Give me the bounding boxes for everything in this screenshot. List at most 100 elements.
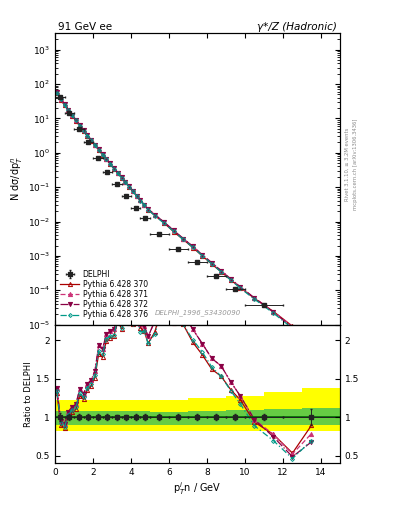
Pythia 6.428 376: [93, 142, 97, 148]
Pythia 6.428 376: [81, 127, 86, 134]
Pythia 6.428 372: [85, 132, 90, 138]
Pythia 6.428 372: [70, 112, 75, 118]
Pythia 6.428 372: [73, 117, 78, 123]
Pythia 6.428 376: [104, 156, 108, 162]
Pythia 6.428 370: [152, 212, 157, 219]
Pythia 6.428 372: [130, 188, 135, 194]
Pythia 6.428 376: [77, 122, 82, 129]
Pythia 6.428 372: [119, 174, 124, 180]
Pythia 6.428 376: [181, 237, 185, 243]
Pythia 6.428 371: [112, 165, 116, 171]
Pythia 6.428 372: [252, 295, 257, 301]
Pythia 6.428 370: [100, 152, 105, 158]
Pythia 6.428 371: [271, 309, 276, 315]
Pythia 6.428 370: [62, 102, 67, 109]
Pythia 6.428 370: [85, 133, 90, 139]
Pythia 6.428 372: [171, 227, 176, 233]
Pythia 6.428 371: [181, 236, 185, 242]
Pythia 6.428 371: [85, 132, 90, 138]
Pythia 6.428 372: [89, 137, 94, 143]
Pythia 6.428 376: [238, 285, 242, 291]
Line: Pythia 6.428 372: Pythia 6.428 372: [55, 90, 314, 352]
Pythia 6.428 376: [119, 175, 124, 181]
Pythia 6.428 370: [66, 108, 71, 114]
Pythia 6.428 371: [142, 202, 147, 208]
Pythia 6.428 376: [209, 261, 214, 267]
Pythia 6.428 376: [171, 228, 176, 234]
Pythia 6.428 372: [228, 276, 233, 282]
Pythia 6.428 372: [104, 156, 108, 162]
Pythia 6.428 370: [77, 123, 82, 129]
Pythia 6.428 376: [59, 96, 63, 102]
Pythia 6.428 371: [127, 183, 132, 189]
Pythia 6.428 372: [96, 146, 101, 152]
Pythia 6.428 376: [138, 198, 143, 204]
Pythia 6.428 370: [112, 165, 116, 172]
Pythia 6.428 372: [152, 211, 157, 218]
Text: γ*/Z (Hadronic): γ*/Z (Hadronic): [257, 22, 337, 32]
Text: DELPHI_1996_S3430090: DELPHI_1996_S3430090: [154, 309, 241, 316]
Pythia 6.428 370: [70, 113, 75, 119]
X-axis label: p$_T^i$n / GeV: p$_T^i$n / GeV: [173, 480, 222, 497]
Pythia 6.428 372: [55, 89, 59, 95]
Pythia 6.428 371: [146, 206, 151, 212]
Pythia 6.428 370: [119, 175, 124, 181]
Pythia 6.428 371: [70, 112, 75, 118]
Pythia 6.428 376: [134, 193, 139, 199]
Pythia 6.428 372: [59, 96, 63, 102]
Pythia 6.428 370: [134, 193, 139, 199]
Legend: DELPHI, Pythia 6.428 370, Pythia 6.428 371, Pythia 6.428 372, Pythia 6.428 376: DELPHI, Pythia 6.428 370, Pythia 6.428 3…: [59, 268, 149, 321]
Pythia 6.428 370: [81, 128, 86, 134]
Pythia 6.428 370: [116, 170, 120, 176]
Pythia 6.428 376: [70, 112, 75, 118]
Pythia 6.428 371: [152, 211, 157, 218]
Pythia 6.428 370: [181, 237, 185, 243]
Pythia 6.428 372: [112, 165, 116, 171]
Pythia 6.428 376: [309, 346, 314, 352]
Pythia 6.428 371: [238, 284, 242, 290]
Y-axis label: Ratio to DELPHI: Ratio to DELPHI: [24, 361, 33, 427]
Pythia 6.428 376: [130, 188, 135, 195]
Pythia 6.428 376: [219, 269, 224, 275]
Pythia 6.428 370: [55, 90, 59, 96]
Pythia 6.428 370: [108, 161, 112, 167]
Pythia 6.428 370: [190, 244, 195, 250]
Pythia 6.428 371: [73, 117, 78, 123]
Pythia 6.428 371: [62, 101, 67, 108]
Pythia 6.428 372: [62, 101, 67, 108]
Pythia 6.428 370: [228, 277, 233, 283]
Pythia 6.428 371: [134, 193, 139, 199]
Pythia 6.428 370: [142, 202, 147, 208]
Pythia 6.428 370: [104, 156, 108, 162]
Text: 91 GeV ee: 91 GeV ee: [58, 22, 112, 32]
Pythia 6.428 372: [271, 309, 276, 315]
Pythia 6.428 376: [146, 207, 151, 213]
Line: Pythia 6.428 371: Pythia 6.428 371: [55, 90, 314, 349]
Pythia 6.428 371: [130, 188, 135, 194]
Pythia 6.428 370: [130, 188, 135, 195]
Pythia 6.428 372: [190, 243, 195, 249]
Pythia 6.428 376: [66, 107, 71, 113]
Pythia 6.428 371: [59, 96, 63, 102]
Pythia 6.428 372: [219, 268, 224, 274]
Pythia 6.428 370: [73, 118, 78, 124]
Pythia 6.428 372: [209, 260, 214, 266]
Pythia 6.428 370: [127, 184, 132, 190]
Pythia 6.428 371: [100, 151, 105, 157]
Pythia 6.428 372: [81, 127, 86, 133]
Pythia 6.428 370: [146, 207, 151, 213]
Y-axis label: N dσ/dp$_T^n$: N dσ/dp$_T^n$: [9, 156, 25, 202]
Pythia 6.428 370: [59, 97, 63, 103]
Pythia 6.428 371: [96, 146, 101, 152]
Pythia 6.428 370: [252, 295, 257, 302]
Pythia 6.428 376: [228, 277, 233, 283]
Text: mcplots.cern.ch [arXiv:1306.3436]: mcplots.cern.ch [arXiv:1306.3436]: [353, 118, 358, 209]
Pythia 6.428 372: [123, 179, 128, 185]
Pythia 6.428 376: [162, 220, 167, 226]
Pythia 6.428 370: [162, 220, 167, 226]
Pythia 6.428 376: [89, 137, 94, 143]
Pythia 6.428 372: [200, 252, 205, 258]
Pythia 6.428 371: [93, 141, 97, 147]
Pythia 6.428 372: [116, 169, 120, 176]
Pythia 6.428 371: [81, 127, 86, 133]
